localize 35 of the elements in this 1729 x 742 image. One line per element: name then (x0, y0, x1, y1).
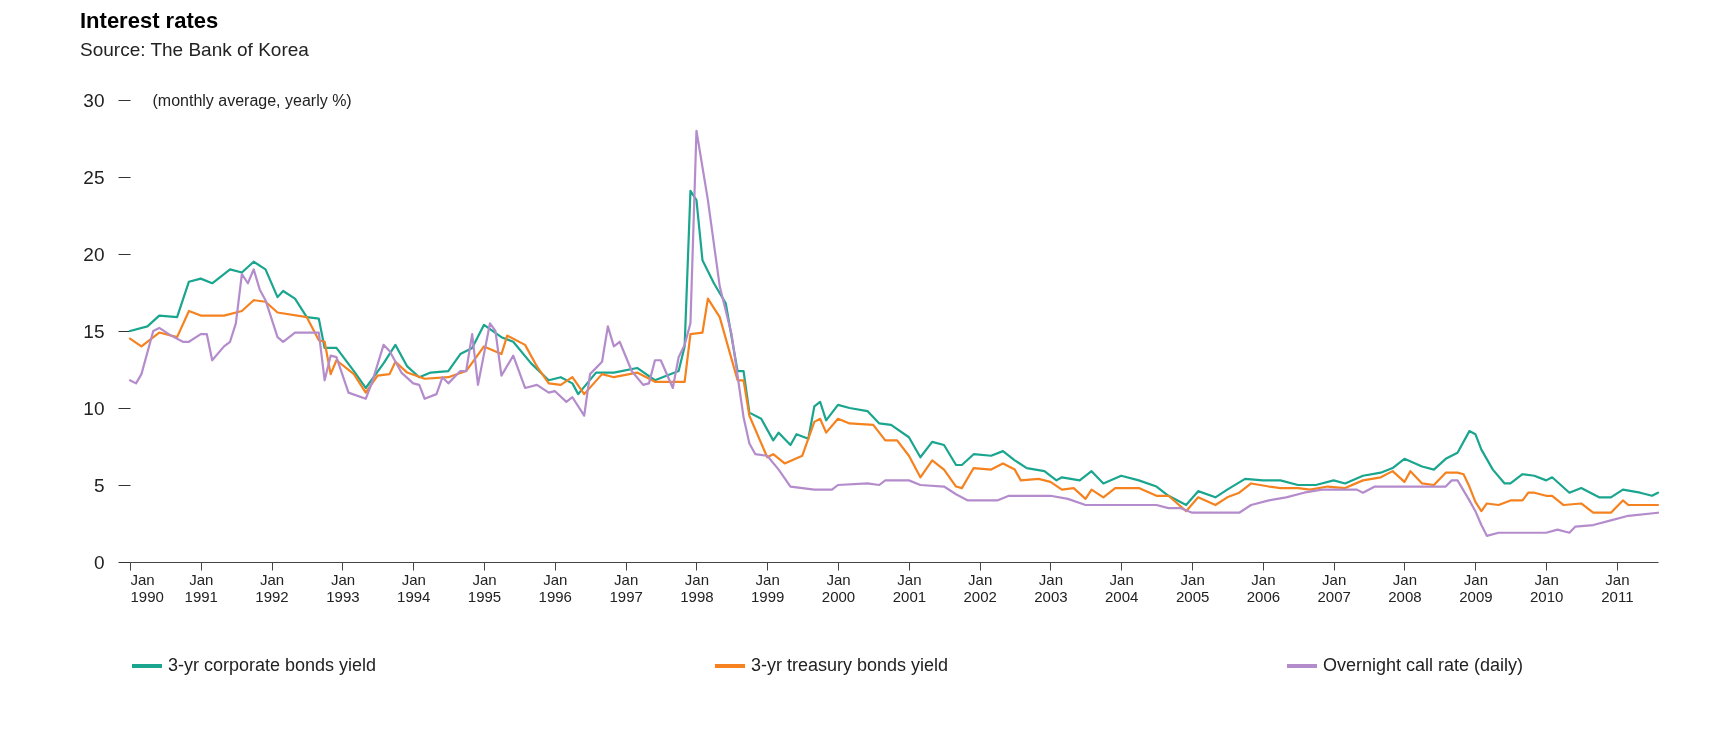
x-tick-label: Jan 2004 (1105, 570, 1139, 605)
x-tick-label: Jan 1999 (751, 570, 785, 605)
legend-label: 3-yr corporate bonds yield (168, 655, 377, 675)
x-tick-label: Jan 2001 (892, 570, 927, 605)
chart-subtitle: Source: The Bank of Korea (80, 39, 310, 60)
y-tick-label: 5 (93, 474, 105, 496)
x-tick-label: Jan 1996 (538, 570, 572, 605)
y-tick-label: 25 (83, 166, 105, 188)
x-tick-label: Jan 2010 (1529, 570, 1564, 605)
x-tick-label: Jan 1990 (130, 570, 164, 605)
x-tick-label: Jan 1998 (680, 570, 714, 605)
x-tick-label: Jan 2009 (1459, 570, 1493, 605)
y-axis-title: (monthly average, yearly %) (152, 91, 352, 109)
y-tick-label: 15 (83, 320, 105, 342)
x-tick-label: Jan 1997 (609, 570, 643, 605)
x-tick-label: Jan 1992 (255, 570, 289, 605)
x-tick-label: Jan 2008 (1388, 570, 1422, 605)
x-tick-label: Jan 2011 (1601, 570, 1634, 605)
y-tick-label: 20 (83, 243, 105, 265)
x-tick-label: Jan 2000 (821, 570, 856, 605)
chart-title: Interest rates (80, 8, 219, 33)
x-tick-label: Jan 1994 (397, 570, 431, 605)
x-tick-label: Jan 2005 (1175, 570, 1210, 605)
x-tick-label: Jan 1995 (467, 570, 502, 605)
x-tick-label: Jan 1993 (326, 570, 360, 605)
x-tick-label: Jan 1991 (184, 570, 218, 605)
x-tick-label: Jan 2003 (1034, 570, 1068, 605)
x-tick-label: Jan 2006 (1246, 570, 1281, 605)
y-tick-label: 0 (93, 551, 105, 573)
legend-label: 3-yr treasury bonds yield (751, 655, 949, 675)
y-tick-label: 10 (83, 397, 105, 419)
x-tick-label: Jan 2002 (963, 570, 997, 605)
x-tick-label: Jan 2007 (1317, 570, 1351, 605)
legend-label: Overnight call rate (daily) (1323, 655, 1524, 675)
y-tick-label: 30 (83, 89, 105, 111)
